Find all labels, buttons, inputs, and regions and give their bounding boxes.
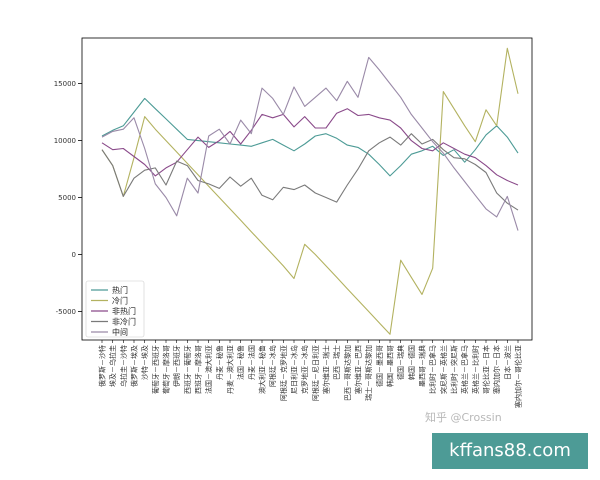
series-line-0	[101, 97, 519, 177]
x-tick-label: 丹麦－澳大利亚	[226, 345, 235, 394]
series-lines	[101, 47, 519, 335]
x-tick-label: 尼日利亚－冰岛	[290, 345, 299, 394]
x-tick-label: 西班牙－摩洛哥	[194, 345, 203, 394]
x-tick-label: 瑞士－哥斯达黎加	[364, 345, 373, 401]
x-tick-label: 阿根廷－克罗地亚	[279, 345, 288, 401]
site-badge: kffans88.com	[432, 433, 588, 469]
y-tick-label: 10000	[54, 137, 76, 145]
x-tick-label: 丹麦－秘鲁	[215, 345, 224, 380]
x-tick-label: 墨西哥－瑞典	[418, 345, 427, 387]
x-tick-label: 西班牙－葡萄牙	[183, 345, 192, 394]
x-tick-label: 葡萄牙－摩洛哥	[162, 345, 171, 394]
x-tick-label: 乌拉圭－沙特	[119, 345, 128, 387]
x-tick-label: 巴西－哥斯达黎加	[343, 345, 352, 401]
legend-label: 非热门	[112, 306, 136, 316]
x-tick-label: 韩国－墨西哥	[386, 345, 395, 387]
y-axis: -5000 0 5000 10000 15000	[54, 80, 82, 316]
legend-label: 非冷门	[112, 317, 136, 327]
x-tick-label: 哥伦比亚－日本	[482, 345, 491, 394]
x-tick-label: 阿根廷－尼日利亚	[311, 345, 320, 401]
y-tick-label: 15000	[54, 80, 76, 88]
x-tick-label: 比利时－巴拿马	[428, 345, 437, 394]
legend-label: 中间	[112, 327, 128, 337]
x-tick-label: 日本－波兰	[503, 345, 512, 380]
x-tick-label: 塞尔维亚－巴西	[354, 345, 363, 394]
legend-label: 冷门	[112, 296, 128, 306]
x-tick-label: 丹麦－法国	[247, 345, 256, 380]
x-tick-label: 塞内加尔－日本	[492, 345, 501, 394]
watermark-text: 知乎 @Crossin	[425, 411, 502, 424]
series-line-3	[101, 133, 519, 211]
y-tick-label: 5000	[58, 194, 76, 202]
x-tick-label: 韩国－德国	[407, 345, 416, 380]
x-tick-label: 比利时－突尼斯	[450, 345, 459, 394]
y-tick-label: -5000	[56, 308, 76, 316]
plot-frame	[81, 37, 533, 341]
x-tick-label: 法国－秘鲁	[236, 345, 245, 380]
x-tick-label: 德国－墨西哥	[375, 345, 384, 387]
x-tick-label: 沙特－埃及	[140, 345, 149, 380]
series-line-2	[101, 108, 519, 186]
x-tick-label: 英格兰－比利时	[471, 345, 480, 394]
x-tick-label: 伊朗－西班牙	[172, 345, 181, 387]
x-tick-label: 巴西－瑞士	[332, 345, 341, 380]
series-line-4	[101, 56, 519, 231]
legend-label: 热门	[112, 285, 128, 295]
x-tick-label: 德国－瑞典	[396, 345, 405, 380]
x-tick-label: 埃及－乌拉圭	[108, 345, 117, 387]
legend-box	[85, 280, 145, 338]
x-axis: 俄罗斯－沙特 埃及－乌拉圭 乌拉圭－沙特 俄罗斯－埃及 沙特－埃及 葡萄牙－西班牙 葡萄牙－…	[98, 340, 523, 408]
x-tick-label: 法国－澳大利亚	[204, 345, 213, 394]
x-tick-label: 突尼斯－英格兰	[439, 345, 448, 394]
x-tick-label: 塞内加尔－哥伦比亚	[514, 345, 523, 408]
x-tick-label: 克罗地亚－冰岛	[300, 345, 309, 394]
x-tick-label: 俄罗斯－沙特	[98, 345, 107, 387]
x-tick-label: 澳大利亚－秘鲁	[258, 345, 267, 394]
x-tick-label: 葡萄牙－西班牙	[151, 345, 160, 394]
series-line-1	[101, 47, 519, 335]
x-tick-label: 塞尔维亚－瑞士	[322, 345, 331, 394]
x-tick-label: 俄罗斯－埃及	[130, 345, 139, 387]
y-tick-label: 0	[72, 251, 76, 259]
x-tick-label: 阿根廷－冰岛	[268, 345, 277, 387]
x-tick-label: 英格兰－巴拿马	[460, 345, 469, 394]
